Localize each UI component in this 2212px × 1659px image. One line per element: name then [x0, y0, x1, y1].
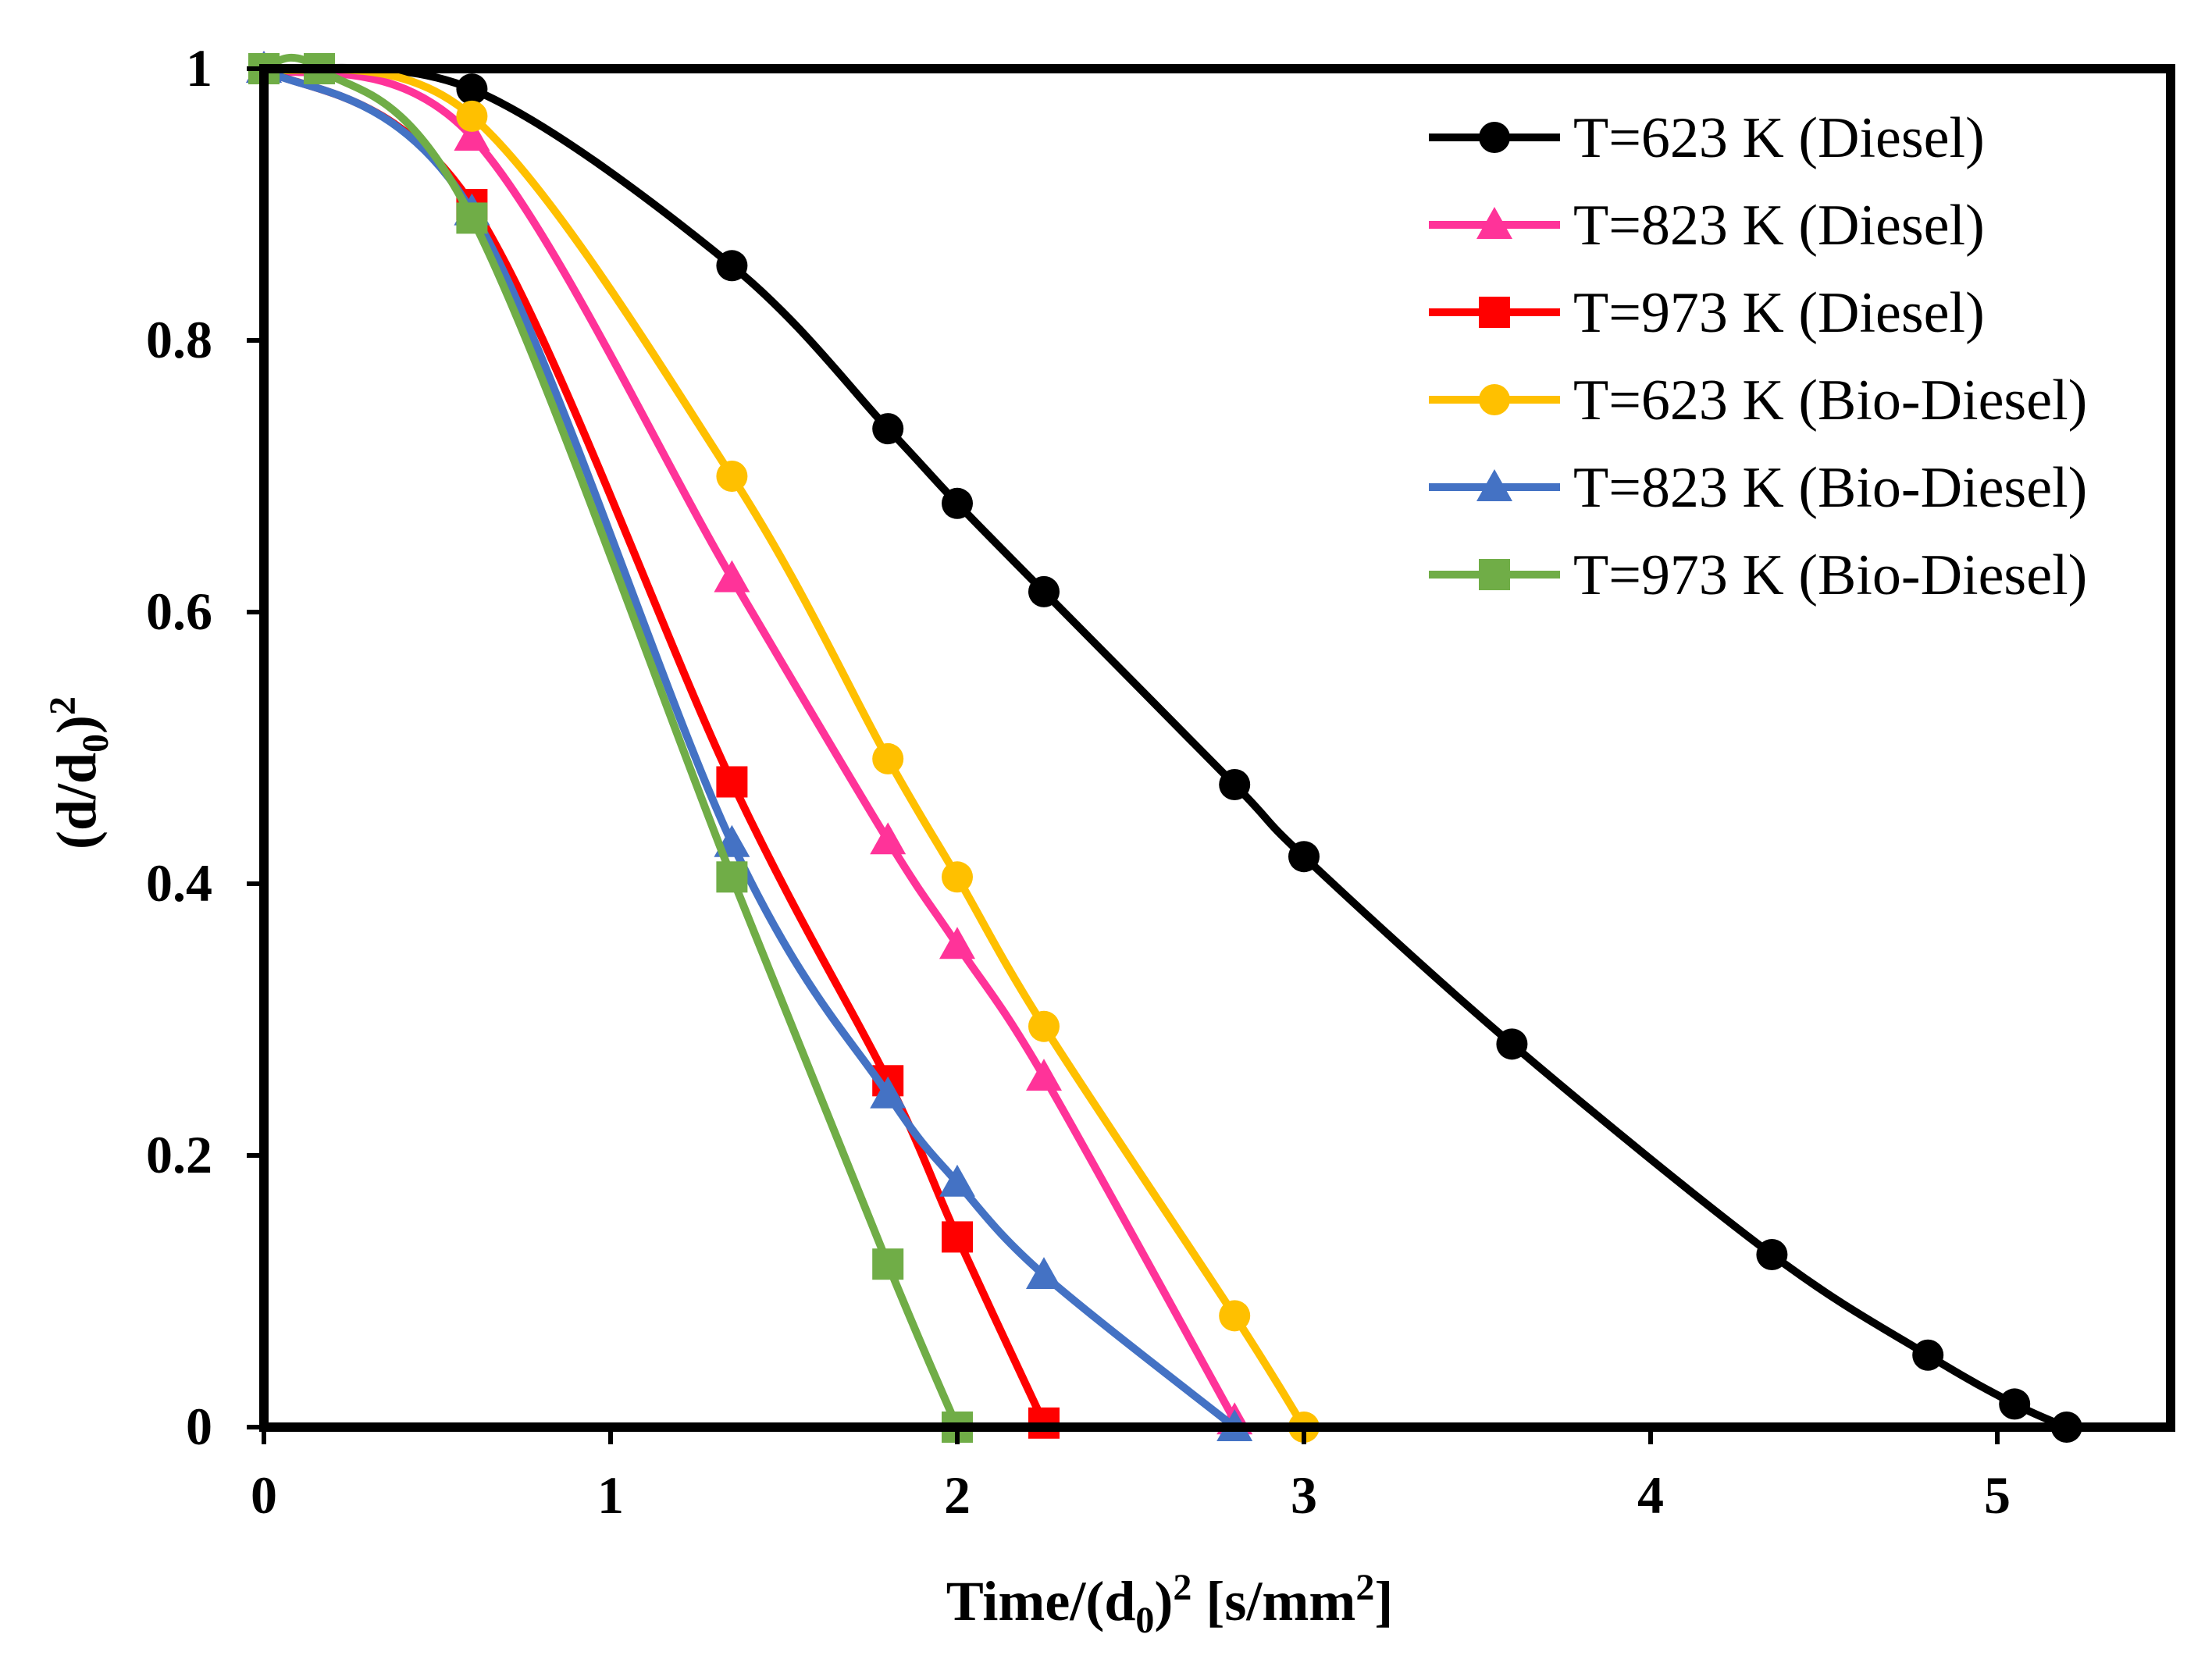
data-point: [1026, 1059, 1062, 1091]
y-tick-label: 0.6: [146, 582, 212, 641]
data-point: [1756, 1239, 1788, 1271]
legend-item: T=973 K (Bio-Diesel): [1429, 543, 2087, 607]
legend-marker: [1476, 469, 1512, 501]
data-point: [456, 100, 488, 132]
data-point: [456, 73, 488, 105]
series-line: [260, 63, 2071, 1431]
legend-item: T=623 K (Diesel): [1429, 106, 1985, 170]
data-point: [872, 413, 904, 445]
series-1: [248, 53, 2082, 1443]
y-axis-title: (d/d0)2: [42, 696, 116, 849]
series-3: [248, 53, 1060, 1439]
data-point: [872, 1248, 904, 1280]
data-point: [939, 927, 975, 959]
legend-item: T=823 K (Bio-Diesel): [1429, 456, 2087, 520]
legend-item: T=623 K (Bio-Diesel): [1429, 368, 2087, 433]
legend-marker: [1479, 122, 1510, 153]
data-point: [942, 487, 973, 519]
data-point: [1999, 1388, 2031, 1420]
series-line: [260, 65, 1308, 1431]
legend-marker: [1476, 207, 1512, 239]
x-tick-label: 2: [944, 1465, 971, 1525]
legend-item: T=823 K (Diesel): [1429, 194, 1985, 258]
data-point: [456, 202, 488, 234]
legend-item: T=973 K (Diesel): [1429, 281, 1985, 345]
legend-marker: [1479, 297, 1510, 328]
series-line: [260, 53, 961, 1431]
legend-label: T=623 K (Bio-Diesel): [1573, 368, 2087, 433]
data-point: [1912, 1339, 1944, 1371]
x-axis-title: Time/(d0)2 [s/mm2]: [946, 1567, 1394, 1641]
data-point: [1219, 768, 1251, 800]
legend-label: T=823 K (Diesel): [1573, 194, 1985, 258]
series-2: [246, 51, 1253, 1435]
data-point: [454, 119, 490, 151]
data-point: [716, 861, 748, 893]
data-point: [1028, 1010, 1060, 1042]
x-tick-label: 4: [1637, 1465, 1664, 1525]
legend: T=623 K (Diesel) T=823 K (Diesel) T=973 K …: [1429, 106, 2087, 607]
data-point: [939, 1164, 975, 1197]
y-tick-label: 0.8: [146, 310, 212, 369]
data-point: [1026, 1257, 1062, 1290]
plot-area-frame: [259, 64, 2175, 1432]
data-point: [714, 560, 750, 593]
legend-label: T=973 K (Diesel): [1573, 281, 1985, 345]
series-line: [260, 65, 1239, 1431]
legend-label: T=823 K (Bio-Diesel): [1573, 456, 2087, 520]
data-point: [716, 250, 748, 282]
series-4: [248, 53, 1320, 1443]
legend-label: T=973 K (Bio-Diesel): [1573, 543, 2087, 607]
data-point: [1288, 841, 1320, 873]
data-point: [1219, 1300, 1251, 1332]
y-tick-label: 0.2: [146, 1125, 212, 1184]
x-tick-label: 0: [251, 1465, 277, 1525]
series-line: [260, 65, 1239, 1425]
y-tick-label: 1: [186, 38, 212, 98]
data-point: [870, 1076, 907, 1109]
data-point: [1496, 1028, 1528, 1060]
y-tick-label: 0.4: [146, 853, 212, 913]
y-tick-label: 0: [186, 1397, 212, 1456]
data-point: [942, 1221, 973, 1253]
data-point: [1028, 575, 1060, 607]
legend-marker: [1479, 384, 1510, 415]
x-tick-label: 1: [597, 1465, 624, 1525]
data-point: [872, 742, 904, 774]
axis-ticks: 0 1 2 3 4 5 0 0.2 0.4 0.6 0.8 1: [146, 38, 2011, 1525]
legend-label: T=623 K (Diesel): [1573, 106, 1985, 170]
series-5: [246, 51, 1253, 1441]
series-line: [260, 65, 1048, 1427]
data-point: [716, 766, 748, 798]
x-tick-label: 5: [1984, 1465, 2011, 1525]
legend-marker: [1479, 559, 1510, 590]
x-tick-label: 3: [1291, 1465, 1317, 1525]
series-layer: [246, 51, 2082, 1443]
data-point: [870, 822, 907, 855]
data-point: [716, 461, 748, 492]
series-6: [248, 53, 973, 1443]
data-point: [942, 861, 973, 893]
